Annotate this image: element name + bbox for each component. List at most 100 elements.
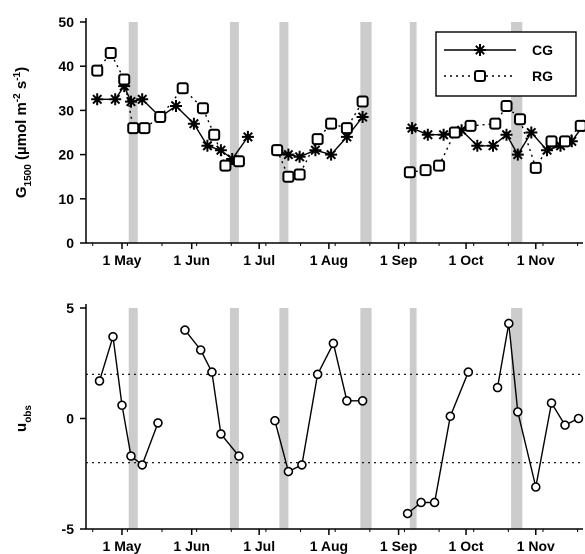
y-title-unit: mol m (13, 102, 30, 146)
y-title-unit: µ (13, 146, 30, 155)
data-point (530, 482, 541, 492)
data-point (195, 345, 206, 355)
data-point (357, 396, 368, 406)
data-point (234, 451, 244, 461)
data-point (207, 367, 217, 377)
x-tick-label: 1 Jul (243, 252, 275, 268)
series-uobs (94, 318, 584, 519)
data-point (153, 418, 163, 428)
data-point (463, 367, 474, 377)
data-point (403, 166, 416, 179)
data-point (419, 164, 432, 177)
shaded-band (279, 22, 289, 243)
data-point (311, 133, 324, 146)
x-tick-label: 1 Sep (380, 538, 417, 554)
data-point (271, 144, 284, 157)
data-point (118, 73, 131, 86)
data-point (282, 148, 295, 161)
x-tick-label: 1 Jul (243, 538, 275, 554)
data-point (127, 122, 140, 135)
data-point (293, 150, 306, 163)
data-point (340, 130, 353, 143)
data-point (154, 111, 167, 124)
shaded-band (279, 308, 289, 529)
data-point (573, 413, 584, 424)
data-point (270, 415, 280, 426)
data-point (208, 128, 221, 141)
data-point (282, 170, 295, 183)
y-title-sub: obs (23, 405, 34, 423)
data-point (126, 451, 136, 461)
x-tick-label: 1 Nov (517, 252, 555, 268)
x-tick-label: 1 May (103, 252, 142, 268)
data-point (492, 382, 503, 393)
data-point (545, 135, 558, 148)
data-point (500, 99, 513, 112)
data-point (503, 318, 514, 329)
data-point (241, 130, 254, 143)
data-point (500, 128, 513, 141)
data-point (546, 398, 557, 408)
data-point (325, 117, 338, 130)
data-point (514, 113, 527, 126)
y-tick-label: 20 (58, 147, 74, 163)
data-point (342, 396, 352, 406)
panel-1: 0 10 20 30 40 50 1 May 1 Jun 1 Jul 1 Aug 1 Sep 1 Oc… (12, 14, 585, 268)
data-point (529, 161, 542, 174)
x-tick-label: 1 Aug (310, 252, 348, 268)
data-point (216, 429, 226, 439)
data-point (91, 93, 104, 106)
data-point (180, 325, 190, 335)
y-axis-title: uobs (13, 405, 34, 432)
shaded-band (409, 308, 417, 529)
y-tick-label: 30 (58, 102, 74, 118)
y-tick-label: 5 (66, 300, 74, 316)
data-point (416, 497, 426, 508)
data-point (559, 135, 572, 148)
legend: CG RG (435, 31, 577, 97)
data-point (109, 93, 122, 106)
data-point (117, 400, 127, 411)
y-axis-title: G1500 (µmol m-2 s-1) (12, 67, 34, 198)
data-point (489, 117, 502, 130)
data-point (91, 64, 104, 77)
series-line (97, 84, 249, 161)
y-tick-label: 50 (58, 14, 74, 30)
series-line (407, 371, 469, 515)
data-point (448, 126, 461, 139)
shaded-band (409, 22, 417, 243)
shaded-band (128, 308, 138, 529)
y-title-main: G (13, 186, 30, 198)
data-point (293, 168, 306, 181)
y-title-sup: -2 (12, 93, 23, 102)
data-point (512, 407, 523, 417)
x-tick-label: 1 May (103, 538, 142, 554)
data-point (125, 95, 137, 108)
data-point (94, 376, 105, 386)
data-point (541, 144, 553, 157)
data-point (232, 155, 245, 168)
y-title-unit: ( (13, 155, 30, 164)
data-point (170, 100, 182, 112)
data-point (356, 95, 369, 108)
data-point (137, 460, 148, 470)
legend-label: RG (532, 68, 553, 84)
data-point (406, 122, 419, 135)
x-tick-label: 1 Jun (173, 538, 210, 554)
data-point (340, 122, 353, 135)
y-tick-label: 0 (66, 411, 74, 427)
data-point (136, 93, 149, 106)
data-point (325, 148, 338, 161)
y-tick-label: -5 (62, 521, 75, 537)
shaded-band (360, 22, 372, 243)
data-point (297, 460, 307, 470)
data-point (196, 102, 209, 115)
data-point (312, 369, 323, 380)
data-point (356, 111, 369, 123)
y-title-sub: 1500 (23, 164, 34, 187)
y-tick-label: 40 (58, 58, 74, 74)
series-rg (91, 46, 585, 183)
data-point (487, 139, 499, 152)
y-tick-label: 0 (66, 235, 74, 251)
data-point (328, 338, 339, 349)
